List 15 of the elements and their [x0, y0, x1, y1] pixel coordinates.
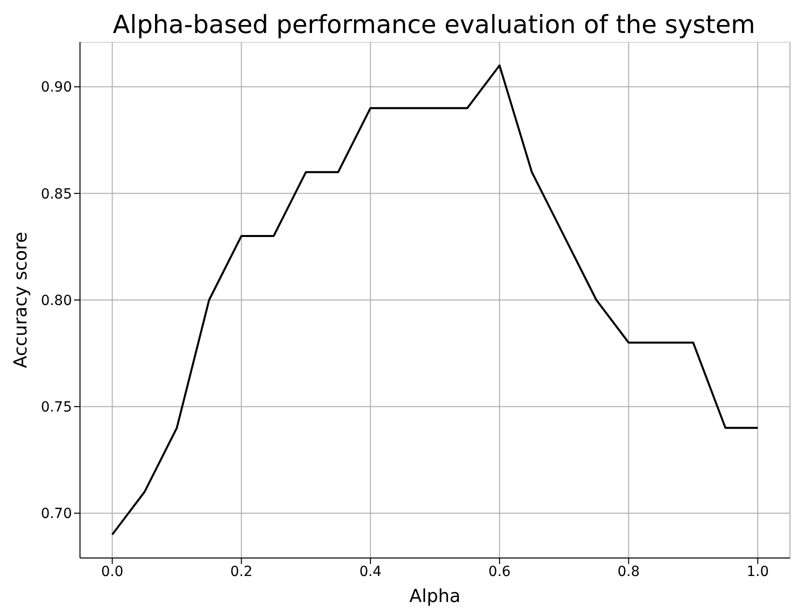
x-tick-label: 0.6 — [488, 564, 511, 580]
x-tick-label: 0.2 — [230, 564, 252, 580]
y-tick-label: 0.70 — [40, 506, 72, 522]
y-tick-label: 0.75 — [40, 400, 72, 416]
y-axis-title: Accuracy score — [10, 232, 32, 368]
chart-title: Alpha-based performance evaluation of the system — [112, 9, 756, 41]
y-tick-label: 0.90 — [40, 80, 72, 96]
y-tick-label: 0.80 — [40, 292, 72, 309]
line-series — [111, 64, 759, 536]
x-axis-title: Alpha — [409, 586, 461, 607]
x-tick-label: 1.0 — [746, 564, 769, 580]
y-tick-label: 0.85 — [40, 186, 72, 202]
x-tick-label: 0.4 — [359, 564, 382, 580]
x-tick-label: 0.8 — [618, 564, 640, 580]
x-tick-label: 0.0 — [101, 564, 124, 580]
